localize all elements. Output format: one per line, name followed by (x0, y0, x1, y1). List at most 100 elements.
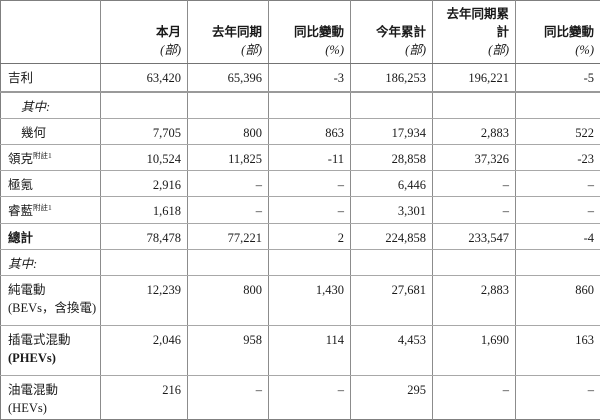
value-cell: 27,681 (351, 275, 433, 325)
value-cell: 2,883 (433, 119, 516, 145)
column-title: 同比變動 (271, 23, 344, 41)
value-cell: – (188, 197, 269, 223)
value-cell (433, 92, 516, 119)
column-header: 同比變動(%) (516, 1, 600, 64)
value-cell: 800 (188, 275, 269, 325)
column-title: 去年同期累計 (435, 5, 509, 41)
value-cell: 65,396 (188, 64, 269, 92)
row-sublabel: (PHEVs) (8, 349, 96, 367)
value-cell: 186,253 (351, 64, 433, 92)
value-cell: 196,221 (433, 64, 516, 92)
value-cell: – (516, 375, 600, 419)
column-header: 本月(部) (101, 1, 188, 64)
value-cell: 11,825 (188, 145, 269, 171)
value-cell: 2,916 (101, 171, 188, 197)
value-cell: -3 (269, 64, 351, 92)
value-cell: – (433, 375, 516, 419)
value-cell: 12,239 (101, 275, 188, 325)
row-label-text: 睿藍 (8, 204, 33, 218)
row-label-text: 油電混動 (8, 383, 58, 397)
column-title: 今年累計 (353, 23, 426, 41)
row-label-cell: 領克附註1 (1, 145, 101, 171)
value-cell: 1,430 (269, 275, 351, 325)
row-label-cell: 純電動 (BEVs，含換電) (1, 275, 101, 325)
row-label-cell: 吉利 (1, 64, 101, 92)
row-sublabel: (BEVs，含換電) (8, 299, 96, 317)
value-cell (351, 249, 433, 275)
column-header: 去年同期累計(部) (433, 1, 516, 64)
row-label-text: 其中: (21, 100, 50, 114)
row-label-text: 總計 (8, 231, 33, 245)
value-cell: 295 (351, 375, 433, 419)
column-header: 去年同期(部) (188, 1, 269, 64)
table-header: 本月(部)去年同期(部)同比變動(%)今年累計(部)去年同期累計(部)同比變動(… (1, 1, 600, 64)
value-cell: 2,046 (101, 325, 188, 375)
column-unit-label: (部) (435, 41, 509, 59)
row-label-text: 極氪 (8, 178, 33, 192)
column-unit-label: (部) (353, 41, 426, 59)
value-cell (101, 249, 188, 275)
row-label-cell: 總計 (1, 223, 101, 249)
value-cell: 4,453 (351, 325, 433, 375)
value-cell: – (516, 171, 600, 197)
value-cell: 163 (516, 325, 600, 375)
value-cell: – (269, 375, 351, 419)
value-cell: – (269, 197, 351, 223)
value-cell (188, 249, 269, 275)
row-label-cell: 插電式混動(PHEVs) (1, 325, 101, 375)
value-cell: 233,547 (433, 223, 516, 249)
row-label-cell: 極氪 (1, 171, 101, 197)
value-cell (188, 92, 269, 119)
value-cell: -4 (516, 223, 600, 249)
column-header: 今年累計(部) (351, 1, 433, 64)
value-cell: – (188, 171, 269, 197)
row-label-column-header (1, 1, 101, 64)
value-cell (269, 92, 351, 119)
row-label-text: 吉利 (8, 71, 33, 85)
value-cell: 10,524 (101, 145, 188, 171)
row-label-text: 領克 (8, 152, 33, 166)
value-cell: 860 (516, 275, 600, 325)
column-title: 去年同期 (190, 23, 262, 41)
table-row: 其中: (1, 92, 600, 119)
value-cell (433, 249, 516, 275)
value-cell: 216 (101, 375, 188, 419)
value-cell (516, 249, 600, 275)
value-cell: 6,446 (351, 171, 433, 197)
value-cell: -23 (516, 145, 600, 171)
value-cell: 7,705 (101, 119, 188, 145)
value-cell: 224,858 (351, 223, 433, 249)
value-cell: 37,326 (433, 145, 516, 171)
value-cell: 78,478 (101, 223, 188, 249)
value-cell: – (433, 197, 516, 223)
value-cell: 63,420 (101, 64, 188, 92)
value-cell: 2 (269, 223, 351, 249)
value-cell (516, 92, 600, 119)
value-cell: 77,221 (188, 223, 269, 249)
value-cell: -11 (269, 145, 351, 171)
value-cell: 2,883 (433, 275, 516, 325)
column-title: 同比變動 (518, 23, 594, 41)
value-cell: 1,690 (433, 325, 516, 375)
header-row: 本月(部)去年同期(部)同比變動(%)今年累計(部)去年同期累計(部)同比變動(… (1, 1, 600, 64)
value-cell: 114 (269, 325, 351, 375)
value-cell: 17,934 (351, 119, 433, 145)
value-cell: 3,301 (351, 197, 433, 223)
row-label-text: 幾何 (21, 126, 46, 140)
value-cell: 1,618 (101, 197, 188, 223)
value-cell: 522 (516, 119, 600, 145)
row-label-text: 其中: (8, 257, 37, 271)
value-cell: 28,858 (351, 145, 433, 171)
table-row: 其中: (1, 249, 600, 275)
row-label-text: 純電動 (8, 283, 46, 297)
value-cell: 800 (188, 119, 269, 145)
value-cell (269, 249, 351, 275)
column-unit-label: (%) (518, 41, 594, 59)
